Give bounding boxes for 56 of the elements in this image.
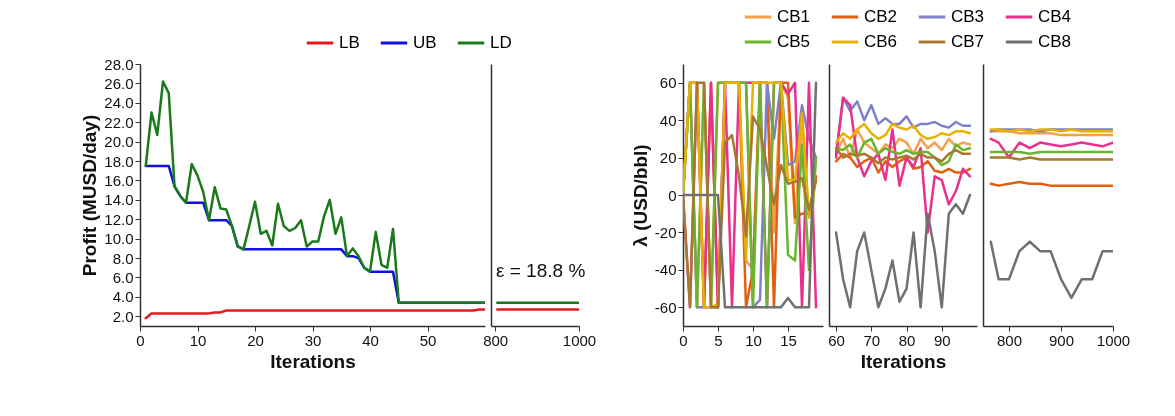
x-tick-label: 90 [933,331,951,349]
y-axis-title: Profit (MUSD/day) [79,114,101,277]
x-tick-label: 80 [898,331,916,349]
legend-label: UB [413,33,437,52]
x-tick-label: 0 [679,331,688,349]
x-tick-label: 60 [828,331,845,349]
legend-label: CB8 [1038,32,1072,51]
y-tick-label: 8.0 [112,249,134,267]
y-tick-label: 20 [659,149,677,167]
legend-label: CB1 [777,7,811,26]
x-tick-label: 15 [780,331,797,349]
legend-label: CB5 [777,32,811,51]
y-tick-label: 12.0 [104,210,134,228]
y-tick-label: 10.0 [104,230,134,248]
y-tick-label: -40 [654,261,677,279]
y-axis-title: λ (USD/bbl) [629,144,651,247]
y-tick-label: 0 [668,186,677,204]
legend-label: CB4 [1038,7,1072,26]
y-tick-label: 28.0 [104,55,134,73]
x-tick-label: 5 [714,331,723,349]
y-tick-label: 20.0 [104,133,134,151]
y-tick-label: 22.0 [104,113,134,131]
x-tick-label: 70 [863,331,881,349]
legend-label: CB3 [951,7,985,26]
x-tick-label: 800 [996,331,1023,349]
x-axis-title: Iterations [860,350,947,372]
y-tick-label: 6.0 [112,268,134,286]
x-tick-label: 40 [362,331,379,349]
x-tick-label: 1000 [1096,331,1131,349]
x-tick-label: 1000 [562,331,597,349]
y-tick-label: 60 [659,74,677,92]
y-tick-label: 14.0 [104,191,134,209]
y-tick-label: -60 [654,298,677,316]
y-tick-label: 26.0 [104,74,134,92]
legend-label: CB7 [951,32,985,51]
x-tick-label: 900 [1048,331,1075,349]
x-tick-label: 10 [189,331,207,349]
x-tick-label: 10 [745,331,762,349]
legend-label: LB [339,33,360,52]
x-tick-label: 800 [483,331,509,349]
x-tick-label: 20 [247,331,264,349]
x-tick-label: 30 [304,331,322,349]
legend-label: CB2 [864,7,898,26]
y-tick-label: 4.0 [112,288,134,306]
y-tick-label: 24.0 [104,94,134,112]
x-tick-label: 0 [136,331,145,349]
y-tick-label: -20 [654,223,677,241]
annotation: ε = 18.8 % [496,260,586,282]
y-tick-label: 40 [659,111,677,129]
legend-label: LD [490,33,512,52]
x-axis-title: Iterations [270,350,356,372]
y-tick-label: 16.0 [104,171,134,189]
y-tick-label: 18.0 [104,152,134,170]
y-tick-label: 2.0 [112,307,134,325]
legend-label: CB6 [864,32,898,51]
x-tick-label: 50 [419,331,437,349]
